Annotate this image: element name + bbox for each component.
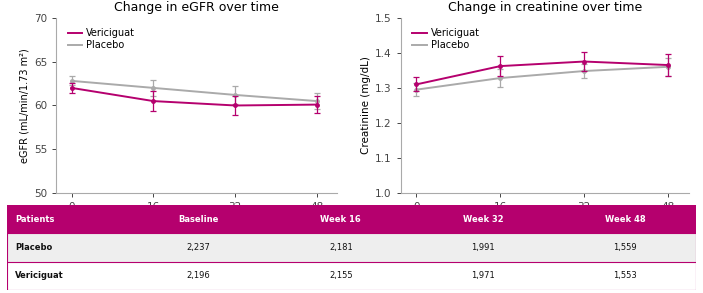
Y-axis label: eGFR (mL/min/1.73 m²): eGFR (mL/min/1.73 m²): [20, 48, 30, 163]
Text: Placebo: Placebo: [15, 243, 53, 252]
Text: Week 48: Week 48: [605, 215, 645, 224]
Title: Change in eGFR over time: Change in eGFR over time: [115, 1, 279, 14]
Bar: [7, 234, 696, 262]
Text: 2,196: 2,196: [187, 271, 210, 280]
Text: 1,559: 1,559: [613, 243, 637, 252]
Legend: Vericiguat, Placebo: Vericiguat, Placebo: [408, 24, 484, 54]
Text: 2,237: 2,237: [187, 243, 211, 252]
Text: Week 16: Week 16: [321, 215, 361, 224]
Title: Change in creatinine over time: Change in creatinine over time: [448, 1, 642, 14]
Text: 1,971: 1,971: [471, 271, 495, 280]
Text: Vericiguat: Vericiguat: [15, 271, 64, 280]
Bar: [7, 205, 696, 234]
Text: 2,155: 2,155: [329, 271, 353, 280]
Text: Week 32: Week 32: [463, 215, 503, 224]
Text: 2,181: 2,181: [329, 243, 353, 252]
X-axis label: Weeks from randomisation: Weeks from randomisation: [127, 215, 267, 225]
Text: Patients: Patients: [15, 215, 55, 224]
Legend: Vericiguat, Placebo: Vericiguat, Placebo: [64, 24, 139, 54]
Bar: [7, 262, 696, 290]
Y-axis label: Creatinine (mg/dL): Creatinine (mg/dL): [361, 57, 371, 154]
X-axis label: Weeks from randomisation: Weeks from randomisation: [475, 215, 615, 225]
Text: 1,991: 1,991: [471, 243, 495, 252]
Text: 1,553: 1,553: [613, 271, 637, 280]
Text: Baseline: Baseline: [179, 215, 219, 224]
